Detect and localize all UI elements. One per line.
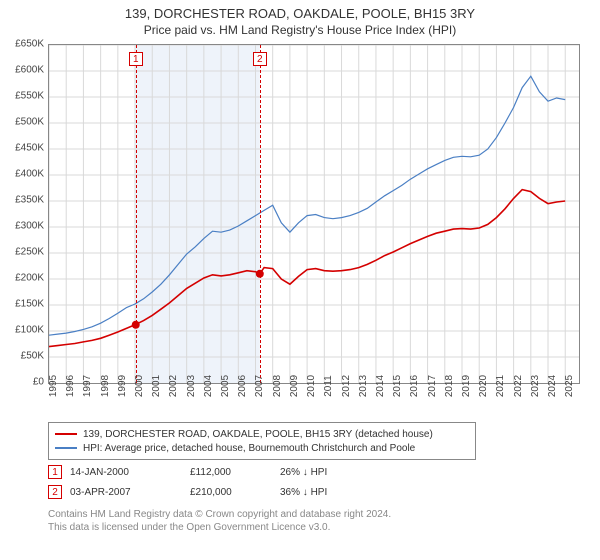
- marker-index-box: 2: [48, 485, 62, 499]
- plot-region: 12: [48, 44, 580, 384]
- xtick-label: 2018: [444, 375, 455, 397]
- xtick-label: 2006: [237, 375, 248, 397]
- xtick-label: 1998: [100, 375, 111, 397]
- ytick-label: £250K: [15, 247, 44, 258]
- ytick-label: £650K: [15, 39, 44, 50]
- marker-hpi-delta: 36% ↓ HPI: [280, 487, 370, 498]
- marker-table-row: 1 14-JAN-2000£112,00026% ↓ HPI: [48, 462, 370, 482]
- xtick-label: 2010: [306, 375, 317, 397]
- xtick-label: 2015: [392, 375, 403, 397]
- event-line: [136, 45, 137, 383]
- xtick-label: 2009: [289, 375, 300, 397]
- legend-item: 139, DORCHESTER ROAD, OAKDALE, POOLE, BH…: [55, 427, 469, 441]
- footer-line2: This data is licensed under the Open Gov…: [48, 521, 391, 534]
- ytick-label: £400K: [15, 169, 44, 180]
- xtick-label: 2001: [151, 375, 162, 397]
- marker-hpi-delta: 26% ↓ HPI: [280, 467, 370, 478]
- chart-title: 139, DORCHESTER ROAD, OAKDALE, POOLE, BH…: [0, 0, 600, 21]
- ytick-label: £550K: [15, 91, 44, 102]
- ytick-label: £100K: [15, 325, 44, 336]
- xtick-label: 2011: [323, 375, 334, 397]
- xtick-label: 2020: [478, 375, 489, 397]
- xtick-label: 2022: [513, 375, 524, 397]
- chart-area: 12 £0£50K£100K£150K£200K£250K£300K£350K£…: [48, 44, 580, 384]
- legend-swatch: [55, 447, 77, 449]
- xtick-label: 2017: [427, 375, 438, 397]
- xtick-label: 2007: [254, 375, 265, 397]
- event-line: [260, 45, 261, 383]
- ytick-label: £200K: [15, 273, 44, 284]
- ytick-label: £50K: [21, 351, 44, 362]
- xtick-label: 1997: [82, 375, 93, 397]
- marker-price: £112,000: [190, 467, 280, 478]
- marker-table-row: 2 03-APR-2007£210,00036% ↓ HPI: [48, 482, 370, 502]
- xtick-label: 2005: [220, 375, 231, 397]
- event-marker: 1: [129, 52, 143, 66]
- xtick-label: 2014: [375, 375, 386, 397]
- xtick-label: 2002: [168, 375, 179, 397]
- xtick-label: 2004: [203, 375, 214, 397]
- legend-label: 139, DORCHESTER ROAD, OAKDALE, POOLE, BH…: [83, 429, 433, 440]
- footer-attribution: Contains HM Land Registry data © Crown c…: [48, 508, 391, 534]
- xtick-label: 2008: [272, 375, 283, 397]
- legend: 139, DORCHESTER ROAD, OAKDALE, POOLE, BH…: [48, 422, 476, 460]
- ytick-label: £500K: [15, 117, 44, 128]
- xtick-label: 2024: [547, 375, 558, 397]
- marker-date: 03-APR-2007: [70, 487, 190, 498]
- marker-table: 1 14-JAN-2000£112,00026% ↓ HPI 2 03-APR-200…: [48, 462, 370, 502]
- chart-subtitle: Price paid vs. HM Land Registry's House …: [0, 21, 600, 37]
- xtick-label: 1995: [48, 375, 59, 397]
- legend-swatch: [55, 433, 77, 435]
- legend-label: HPI: Average price, detached house, Bour…: [83, 443, 415, 454]
- footer-line1: Contains HM Land Registry data © Crown c…: [48, 508, 391, 521]
- event-marker: 2: [253, 52, 267, 66]
- marker-index-box: 1: [48, 465, 62, 479]
- xtick-label: 2025: [564, 375, 575, 397]
- xtick-label: 2016: [409, 375, 420, 397]
- marker-date: 14-JAN-2000: [70, 467, 190, 478]
- ytick-label: £350K: [15, 195, 44, 206]
- xtick-label: 2003: [186, 375, 197, 397]
- xtick-label: 2021: [495, 375, 506, 397]
- marker-price: £210,000: [190, 487, 280, 498]
- ytick-label: £150K: [15, 299, 44, 310]
- xtick-label: 2000: [134, 375, 145, 397]
- legend-item: HPI: Average price, detached house, Bour…: [55, 441, 469, 455]
- xtick-label: 1996: [65, 375, 76, 397]
- ytick-label: £0: [33, 377, 44, 388]
- xtick-label: 2023: [530, 375, 541, 397]
- xtick-label: 2013: [358, 375, 369, 397]
- ytick-label: £450K: [15, 143, 44, 154]
- ytick-label: £300K: [15, 221, 44, 232]
- ytick-label: £600K: [15, 65, 44, 76]
- xtick-label: 2012: [341, 375, 352, 397]
- xtick-label: 1999: [117, 375, 128, 397]
- xtick-label: 2019: [461, 375, 472, 397]
- plot-svg: [49, 45, 579, 383]
